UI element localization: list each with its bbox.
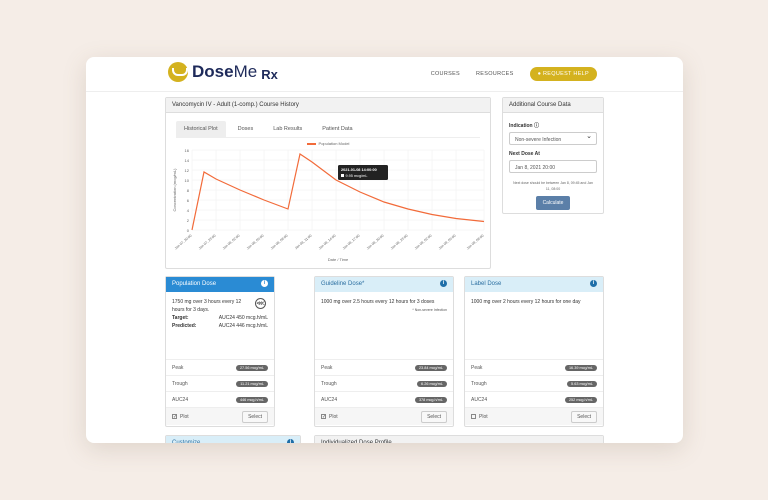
trough-badge: 6.26 mcg/mL: [417, 380, 447, 387]
chart-grid: [191, 149, 485, 231]
svg-text:9.95 mcg/mL: 9.95 mcg/mL: [346, 174, 368, 178]
auc-badge: 446 mcg.h/mL: [235, 396, 268, 403]
svg-text:Jan 08, 17:00: Jan 08, 17:00: [342, 234, 361, 251]
label-dose-card: Label Dose i 1000 mg over 2 hours every 1…: [464, 276, 604, 427]
tab-patient-data[interactable]: Patient Data: [322, 126, 353, 132]
svg-text:14: 14: [185, 158, 190, 163]
svg-text:Jan 07, 20:00: Jan 07, 20:00: [174, 234, 193, 251]
info-icon[interactable]: i: [287, 439, 294, 443]
svg-text:2021-01-08 14:00:00: 2021-01-08 14:00:00: [341, 168, 377, 172]
auc-badge: 378 mcg.h/mL: [414, 396, 447, 403]
panel-title: Additional Course Data: [503, 98, 603, 113]
nav-courses[interactable]: COURSES: [430, 71, 461, 77]
peak-badge: 23.84 mcg/mL: [414, 364, 447, 371]
svg-text:Jan 09, 02:00: Jan 09, 02:00: [414, 234, 433, 251]
peak-badge: 27.56 mcg/mL: [235, 364, 268, 371]
trough-badge: 11.21 mcg/mL: [236, 380, 268, 387]
population-model-line: [191, 153, 485, 231]
svg-text:Jan 08, 23:00: Jan 08, 23:00: [390, 234, 409, 251]
card-title: Population Dose: [172, 281, 217, 287]
svg-text:Jan 09, 05:00: Jan 09, 05:00: [438, 234, 457, 251]
chart-legend[interactable]: Population Model: [166, 141, 490, 146]
svg-text:Jan 08, 14:00: Jan 08, 14:00: [318, 234, 337, 251]
course-history-panel: Vancomycin IV - Adult (1-comp.) Course H…: [165, 97, 491, 269]
svg-text:Jan 08, 20:00: Jan 08, 20:00: [366, 234, 385, 251]
select-button[interactable]: Select: [571, 410, 597, 423]
additional-course-data-panel: Additional Course Data Indication ⓘ Non-…: [502, 97, 604, 214]
svg-text:10: 10: [185, 178, 190, 183]
footnote: * Non-severe Infection: [412, 308, 447, 312]
x-axis-label: Date / Time: [328, 257, 349, 262]
brand-name: Dose: [192, 61, 234, 81]
main-nav: COURSES RESOURCES ● REQUEST HELP: [431, 67, 597, 81]
customize-panel: Customize i: [165, 435, 301, 443]
trough-badge: 5.63 mcg/mL: [567, 380, 597, 387]
dose-description: 1750 mg over 3 hours every 12 hours for …: [172, 299, 242, 313]
brand-rx: Rx: [261, 67, 278, 82]
tab-doses[interactable]: Doses: [237, 126, 254, 132]
svg-text:6: 6: [187, 198, 190, 203]
individualized-dose-profile-panel: Individualized Dose Profile: [314, 435, 604, 443]
target-value: AUC24 450 mcg.h/mL: [218, 315, 268, 321]
request-help-button[interactable]: ● REQUEST HELP: [529, 67, 597, 81]
top-navbar: DoseMe Rx COURSES RESOURCES ● REQUEST HE…: [86, 57, 683, 92]
info-icon[interactable]: ⓘ: [534, 123, 540, 129]
chat-icon: ●: [537, 71, 544, 77]
plot-checkbox[interactable]: ✓ Plot: [172, 413, 189, 420]
auc-badge: 252 mcg.h/mL: [564, 396, 597, 403]
svg-text:Jan 08, 08:00: Jan 08, 08:00: [270, 234, 289, 251]
svg-text:Jan 08, 05:00: Jan 08, 05:00: [246, 234, 265, 251]
dose-description: 1000 mg over 2 hours every 12 hours for …: [471, 299, 581, 305]
guideline-dose-card: Guideline Dose* i 1000 mg over 2.5 hours …: [314, 276, 454, 427]
y-axis-ticks: 16 14 12 10 8 6 4 2 0: [185, 148, 190, 233]
info-icon[interactable]: i: [261, 280, 268, 287]
population-dose-card: Population Dose i 1750 mg over 3 hours ev…: [165, 276, 275, 427]
share-icon[interactable]: ⋘: [255, 298, 266, 309]
info-icon[interactable]: i: [590, 280, 597, 287]
svg-text:Jan 07, 23:00: Jan 07, 23:00: [198, 234, 217, 251]
x-axis-ticks: Jan 07, 20:00 Jan 07, 23:00 Jan 08, 02:00 J…: [174, 234, 485, 251]
dose-window-note: Next dose should be between Jan 8, 09:45…: [513, 181, 593, 191]
svg-text:8: 8: [187, 188, 190, 193]
indication-label: Indication ⓘ: [509, 123, 540, 129]
info-icon[interactable]: i: [440, 280, 447, 287]
calculate-button[interactable]: Calculate: [535, 196, 571, 211]
dose-description: 1000 mg over 2.5 hours every 12 hours fo…: [321, 299, 435, 305]
tab-historical-plot[interactable]: Historical Plot: [176, 121, 226, 137]
logo-icon: [168, 61, 188, 82]
svg-text:Jan 09, 08:00: Jan 09, 08:00: [466, 234, 485, 251]
panel-title: Vancomycin IV - Adult (1-comp.) Course H…: [166, 98, 490, 113]
plot-checkbox[interactable]: Plot: [471, 414, 488, 420]
concentration-chart[interactable]: 16 14 12 10 8 6 4 2 0 Concentration (mcg/mL) 202…: [166, 146, 490, 266]
app-window: DoseMe Rx COURSES RESOURCES ● REQUEST HE…: [86, 57, 683, 443]
svg-text:Jan 08, 11:00: Jan 08, 11:00: [294, 234, 313, 251]
select-button[interactable]: Select: [421, 410, 447, 423]
svg-text:0: 0: [187, 228, 190, 233]
next-dose-input[interactable]: Jan 8, 2021 20:00: [509, 160, 597, 173]
svg-text:Jan 08, 02:00: Jan 08, 02:00: [222, 234, 241, 251]
select-button[interactable]: Select: [242, 410, 268, 423]
tab-lab-results[interactable]: Lab Results: [273, 126, 303, 132]
legend-swatch: [306, 142, 316, 145]
indication-select[interactable]: Non-severe Infection: [509, 132, 597, 145]
predicted-value: AUC24 446 mcg.h/mL: [218, 323, 268, 329]
card-title: Label Dose: [471, 281, 502, 287]
nav-resources[interactable]: RESOURCES: [476, 71, 514, 77]
svg-text:12: 12: [185, 168, 190, 173]
svg-text:4: 4: [187, 208, 190, 213]
history-tabs: Historical Plot Doses Lab Results Patien…: [176, 121, 480, 138]
peak-badge: 16.39 mcg/mL: [564, 364, 597, 371]
card-title: Guideline Dose*: [321, 281, 365, 287]
svg-text:16: 16: [185, 148, 190, 153]
y-axis-label: Concentration (mcg/mL): [172, 168, 177, 212]
svg-text:2: 2: [187, 218, 190, 223]
logo[interactable]: DoseMe Rx: [168, 61, 278, 82]
plot-checkbox[interactable]: ✓ Plot: [321, 413, 338, 420]
chart-tooltip: [338, 165, 388, 180]
next-dose-label: Next Dose At: [509, 151, 540, 157]
